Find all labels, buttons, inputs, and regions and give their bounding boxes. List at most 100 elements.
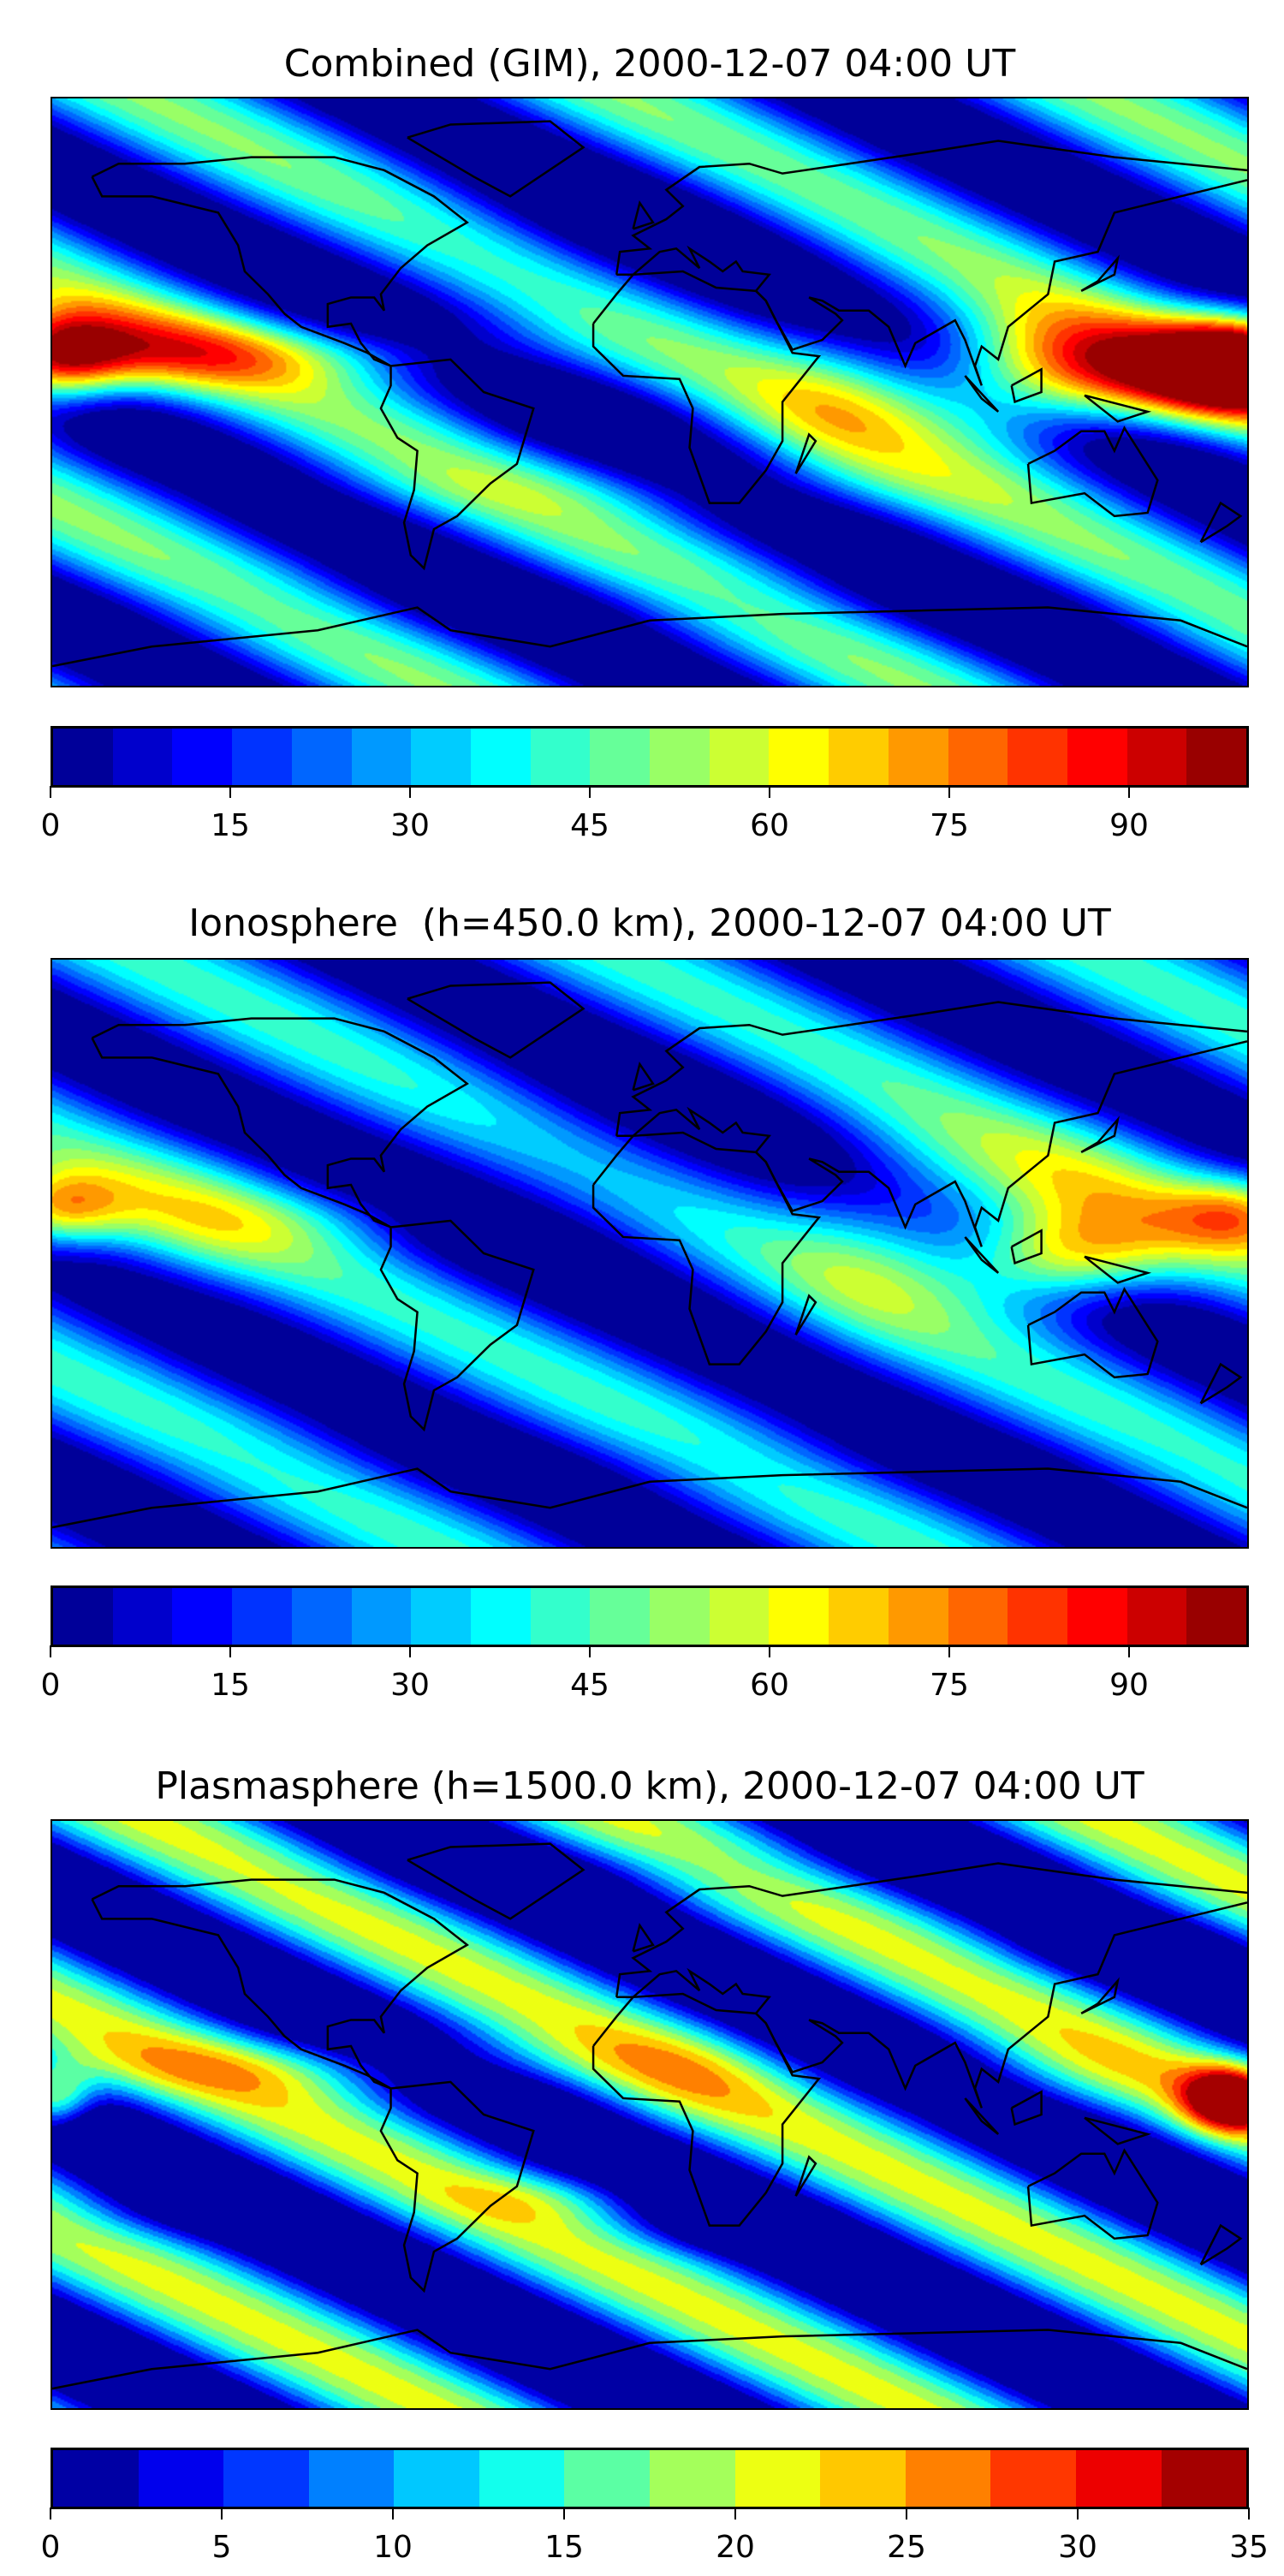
colorbar-tick [221,2508,223,2519]
colorbar-tick [1128,786,1130,798]
colorbar-tick-label: 35 [1229,2530,1269,2565]
colorbar-segment [53,729,113,785]
colorbar-segment [590,1588,651,1645]
coastline [1012,1230,1042,1263]
coastline [965,2098,998,2134]
colorbar-segment [990,2450,1076,2507]
colorbar-tick-label: 0 [40,2530,61,2565]
colorbar-tick-label: 30 [1058,2530,1097,2565]
colorbar-segment [709,729,770,785]
colorbar-tick [392,2508,394,2519]
coastline [1081,1981,1118,2014]
coastline [965,376,998,412]
colorbar-segment [829,1588,889,1645]
colorbar-segment [232,729,292,785]
coastline [965,1237,998,1273]
coastline [1201,2226,1241,2265]
colorbar-segment [138,2450,224,2507]
colorbar-segment [820,2450,906,2507]
colorbar-tick-label: 60 [750,808,789,843]
colorbar-segment [351,1588,412,1645]
colorbar-segment [650,2450,735,2507]
colorbar-tick [1128,1645,1130,1657]
coastline [407,1844,584,1919]
coastline [616,141,1247,275]
colorbar-segment [1161,2450,1247,2507]
coastline [381,2082,533,2291]
panel-1-map [51,97,1249,687]
colorbar-segment [470,729,531,785]
colorbar-tick-label: 90 [1109,1668,1149,1703]
coastline [1201,503,1241,543]
colorbar-tick [769,786,770,798]
panel-3-coastlines [52,1821,1247,2408]
coastline [796,2157,816,2197]
coastline [796,1296,816,1336]
panel-1-coastlines [52,98,1247,686]
colorbar-segment [112,1588,173,1645]
panel-1-colorbar-ticks: 0 15 30 45 60 75 90 [41,786,1249,854]
panel-2-title: Ionosphere (h=450.0 km), 2000-12-07 04:0… [188,901,1111,945]
coastline [796,435,816,474]
colorbar-tick-label: 30 [390,808,430,843]
coastline [593,1133,819,1365]
colorbar-segment [769,1588,829,1645]
colorbar-tick-label: 15 [211,808,250,843]
colorbar-segment [1126,1588,1187,1645]
colorbar-tick-label: 75 [930,1668,969,1703]
colorbar-tick-label: 75 [930,808,969,843]
colorbar-segment [172,729,233,785]
colorbar-segment [650,729,710,785]
colorbar-segment [53,1588,113,1645]
colorbar-tick [229,786,231,798]
coastline [52,608,1247,667]
colorbar-segment [411,729,471,785]
colorbar-tick [1077,2508,1079,2519]
colorbar-tick-label: 0 [40,1668,61,1703]
coastline [633,1925,653,1951]
colorbar-tick [1248,2508,1250,2519]
colorbar-segment [1126,729,1187,785]
panel-2-coastlines [52,960,1247,1547]
colorbar-segment [223,2450,309,2507]
colorbar-tick [769,1645,770,1657]
colorbar-segment [905,2450,991,2507]
coastline [381,1221,533,1430]
colorbar-tick [409,786,411,798]
coastline [52,1469,1247,1528]
panel-3-colorbar [51,2448,1249,2509]
colorbar-tick-label: 25 [887,2530,926,2565]
colorbar-segment [351,729,412,785]
coastline [1085,2118,1148,2144]
coastline [593,1994,819,2226]
coastline [616,1902,1247,2108]
coastline [92,1019,467,1228]
colorbar-segment [232,1588,292,1645]
coastline [1201,1365,1241,1404]
colorbar-tick [50,2508,51,2519]
colorbar-tick [589,786,591,798]
colorbar-segment [308,2450,395,2507]
colorbar-segment [948,1588,1008,1645]
colorbar-tick [589,1645,591,1657]
coastline [1085,396,1148,421]
coastline [633,1064,653,1090]
colorbar-tick-label: 90 [1109,808,1149,843]
coastline [616,1041,1247,1246]
panel-3-colorbar-ticks: 0 5 10 15 20 25 30 35 [41,2508,1269,2576]
colorbar-segment [530,1588,591,1645]
colorbar-segment [888,1588,948,1645]
colorbar-segment [1008,1588,1067,1645]
coastline [52,2330,1247,2389]
colorbar-segment [769,729,829,785]
coastline [1028,428,1157,516]
colorbar-tick-label: 10 [373,2530,413,2565]
colorbar-segment [948,729,1008,785]
coastline [616,1002,1247,1136]
colorbar-tick-label: 15 [211,1668,250,1703]
coastline [407,122,584,197]
colorbar-tick-label: 0 [40,808,61,843]
coastline [381,360,533,568]
colorbar-tick [229,1645,231,1657]
colorbar-segment [530,729,591,785]
